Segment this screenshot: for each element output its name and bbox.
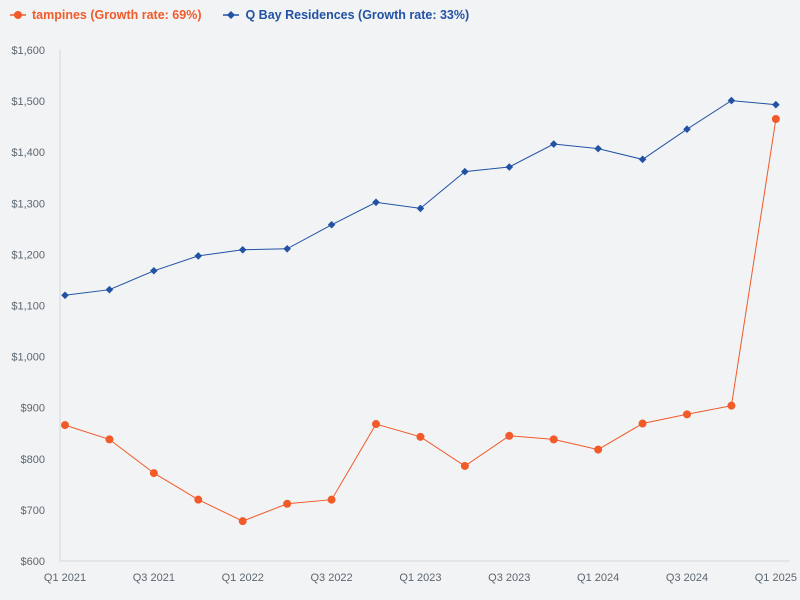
data-point[interactable] bbox=[194, 495, 203, 504]
data-point[interactable] bbox=[416, 432, 425, 441]
y-tick-label: $1,500 bbox=[11, 96, 45, 108]
data-point[interactable] bbox=[460, 461, 469, 470]
series-q-bay-residences bbox=[61, 96, 780, 300]
data-point[interactable] bbox=[150, 266, 158, 275]
diamond-marker-icon bbox=[223, 11, 240, 19]
data-point[interactable] bbox=[149, 469, 158, 478]
data-point[interactable] bbox=[238, 246, 247, 254]
data-point[interactable] bbox=[505, 431, 514, 440]
data-point[interactable] bbox=[771, 114, 780, 123]
legend: tampines (Growth rate: 69%) Q Bay Reside… bbox=[10, 8, 469, 22]
data-point[interactable] bbox=[105, 285, 114, 294]
x-tick-label: Q3 2024 bbox=[666, 572, 708, 584]
data-point[interactable] bbox=[283, 499, 292, 508]
x-tick-label: Q1 2022 bbox=[222, 572, 264, 584]
circle-marker-icon bbox=[10, 11, 26, 19]
y-tick-label: $1,600 bbox=[11, 45, 45, 57]
y-tick-label: $1,300 bbox=[11, 198, 45, 210]
data-point[interactable] bbox=[549, 435, 558, 444]
series-tampines bbox=[61, 114, 780, 526]
data-point[interactable] bbox=[105, 435, 114, 444]
x-tick-label: Q1 2023 bbox=[399, 572, 441, 584]
data-point[interactable] bbox=[283, 244, 291, 253]
data-point[interactable] bbox=[683, 410, 692, 419]
data-point[interactable] bbox=[461, 167, 469, 176]
series-layer bbox=[61, 96, 780, 526]
data-point[interactable] bbox=[327, 495, 336, 504]
data-point[interactable] bbox=[638, 419, 647, 428]
x-tick-label: Q1 2021 bbox=[44, 572, 86, 584]
y-tick-label: $600 bbox=[21, 556, 45, 568]
data-point[interactable] bbox=[372, 198, 380, 207]
data-point[interactable] bbox=[683, 125, 691, 134]
y-tick-label: $1,100 bbox=[11, 301, 45, 313]
legend-item-tampines[interactable]: tampines (Growth rate: 69%) bbox=[10, 8, 201, 22]
y-tick-label: $1,400 bbox=[11, 147, 45, 159]
data-point[interactable] bbox=[638, 155, 647, 164]
y-tick-label: $1,200 bbox=[11, 249, 45, 261]
data-point[interactable] bbox=[61, 421, 69, 430]
legend-label-tampines: tampines (Growth rate: 69%) bbox=[32, 8, 202, 22]
data-point[interactable] bbox=[61, 291, 69, 300]
legend-item-q-bay-residences[interactable]: Q Bay Residences (Growth rate: 33%) bbox=[223, 8, 469, 22]
series-line bbox=[64, 118, 777, 522]
y-tick-label: $1,000 bbox=[11, 352, 45, 364]
legend-label-q-bay-residences: Q Bay Residences (Growth rate: 33%) bbox=[245, 8, 470, 22]
x-tick-label: Q3 2023 bbox=[488, 572, 530, 584]
data-point[interactable] bbox=[727, 401, 736, 410]
y-tick-label: $900 bbox=[21, 403, 45, 415]
data-point[interactable] bbox=[416, 204, 425, 213]
data-point[interactable] bbox=[549, 140, 558, 148]
data-point[interactable] bbox=[238, 517, 247, 526]
data-point[interactable] bbox=[594, 144, 602, 153]
series-line bbox=[64, 100, 776, 296]
y-tick-label: $800 bbox=[21, 454, 45, 466]
x-tick-label: Q3 2021 bbox=[133, 572, 175, 584]
data-point[interactable] bbox=[372, 420, 381, 429]
x-tick-label: Q1 2025 bbox=[755, 572, 797, 584]
axes: $600 $700 $800 $900 $1,000 $1,100 $1,200 $1,300… bbox=[11, 45, 797, 584]
x-tick-label: Q3 2022 bbox=[310, 572, 352, 584]
x-tick-label: Q1 2024 bbox=[577, 572, 619, 584]
y-tick-label: $700 bbox=[21, 505, 45, 517]
data-point[interactable] bbox=[327, 220, 336, 229]
data-point[interactable] bbox=[505, 163, 514, 171]
data-point[interactable] bbox=[727, 96, 736, 105]
data-point[interactable] bbox=[772, 100, 780, 109]
data-point[interactable] bbox=[594, 445, 603, 454]
data-point[interactable] bbox=[194, 252, 203, 260]
